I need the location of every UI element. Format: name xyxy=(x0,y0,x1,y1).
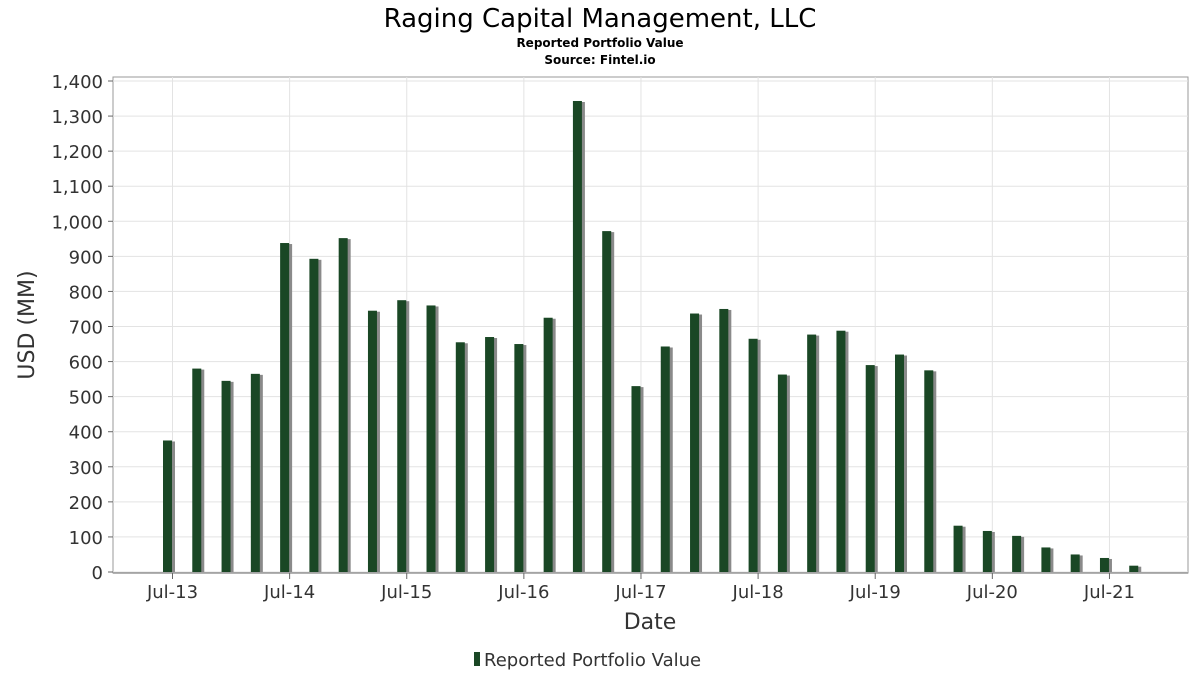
bar xyxy=(367,310,377,572)
bar xyxy=(631,386,641,572)
bar xyxy=(280,243,290,572)
bar xyxy=(895,354,904,572)
x-tick-label: Jul-13 xyxy=(146,582,198,603)
y-tick-label: 800 xyxy=(69,282,103,303)
x-tick-label: Jul-14 xyxy=(263,582,315,603)
y-tick-label: 0 xyxy=(92,563,103,584)
y-tick-label: 1,000 xyxy=(51,212,103,233)
bar xyxy=(924,370,934,572)
bar xyxy=(836,330,846,572)
x-tick-label: Jul-20 xyxy=(966,582,1018,603)
x-tick-label: Jul-19 xyxy=(849,582,901,603)
bar xyxy=(953,525,963,572)
y-tick-label: 200 xyxy=(69,493,103,514)
y-tick-label: 1,200 xyxy=(51,142,103,163)
bar xyxy=(221,380,231,572)
bar xyxy=(338,238,348,572)
bar xyxy=(309,258,319,572)
bar xyxy=(748,338,758,572)
bar xyxy=(1070,554,1080,572)
bar xyxy=(514,344,524,572)
bar xyxy=(1012,535,1022,572)
plot-area xyxy=(112,76,1189,574)
chart-title: Raging Capital Management, LLC xyxy=(384,4,817,34)
x-tick-label: Jul-17 xyxy=(614,582,666,603)
bar xyxy=(397,300,407,572)
bar xyxy=(192,368,202,572)
bar xyxy=(1099,557,1109,572)
x-tick-label: Jul-21 xyxy=(1083,582,1135,603)
bar xyxy=(982,530,992,572)
chart-source: Source: Fintel.io xyxy=(544,53,655,67)
bar xyxy=(719,308,729,572)
y-tick-label: 1,300 xyxy=(51,107,103,128)
gridlines xyxy=(113,77,1188,573)
bar xyxy=(1041,547,1051,572)
y-tick-label: 400 xyxy=(69,423,103,444)
legend-label: Reported Portfolio Value xyxy=(484,650,701,671)
x-tick-label: Jul-15 xyxy=(380,582,432,603)
x-axis-label: Date xyxy=(624,610,677,635)
x-tick-label: Jul-18 xyxy=(732,582,784,603)
bar xyxy=(1129,565,1139,572)
bar xyxy=(660,346,670,572)
bar xyxy=(543,317,553,572)
bar xyxy=(865,365,875,572)
bar xyxy=(690,313,700,572)
bar xyxy=(602,231,612,572)
y-tick-label: 100 xyxy=(69,528,103,549)
x-tick-label: Jul-16 xyxy=(497,582,549,603)
bar xyxy=(455,342,465,572)
legend-swatch xyxy=(474,652,480,666)
y-axis-ticks: 0 100 200 300 400 500 600 700 800 900 1,000 1,100 1,… xyxy=(51,72,113,584)
chart-subtitle: Reported Portfolio Value xyxy=(516,36,683,50)
bar xyxy=(163,440,172,572)
y-tick-label: 600 xyxy=(69,353,103,374)
legend: Reported Portfolio Value xyxy=(474,650,701,671)
y-axis-label: USD (MM) xyxy=(15,270,40,379)
y-tick-label: 1,100 xyxy=(51,177,103,198)
y-tick-label: 500 xyxy=(69,388,103,409)
bar xyxy=(250,373,260,572)
y-tick-label: 700 xyxy=(69,318,103,339)
bar xyxy=(485,337,495,572)
bar xyxy=(572,100,582,572)
bars-group xyxy=(163,100,1142,572)
y-tick-label: 300 xyxy=(69,458,103,479)
y-tick-label: 1,400 xyxy=(51,72,103,93)
y-tick-label: 900 xyxy=(69,247,103,268)
bar xyxy=(777,374,787,572)
x-axis-ticks: Jul-13 Jul-14 Jul-15 Jul-16 Jul-17 Jul-18 Jul-… xyxy=(146,573,1135,603)
bar xyxy=(807,334,817,572)
bar xyxy=(426,305,436,572)
